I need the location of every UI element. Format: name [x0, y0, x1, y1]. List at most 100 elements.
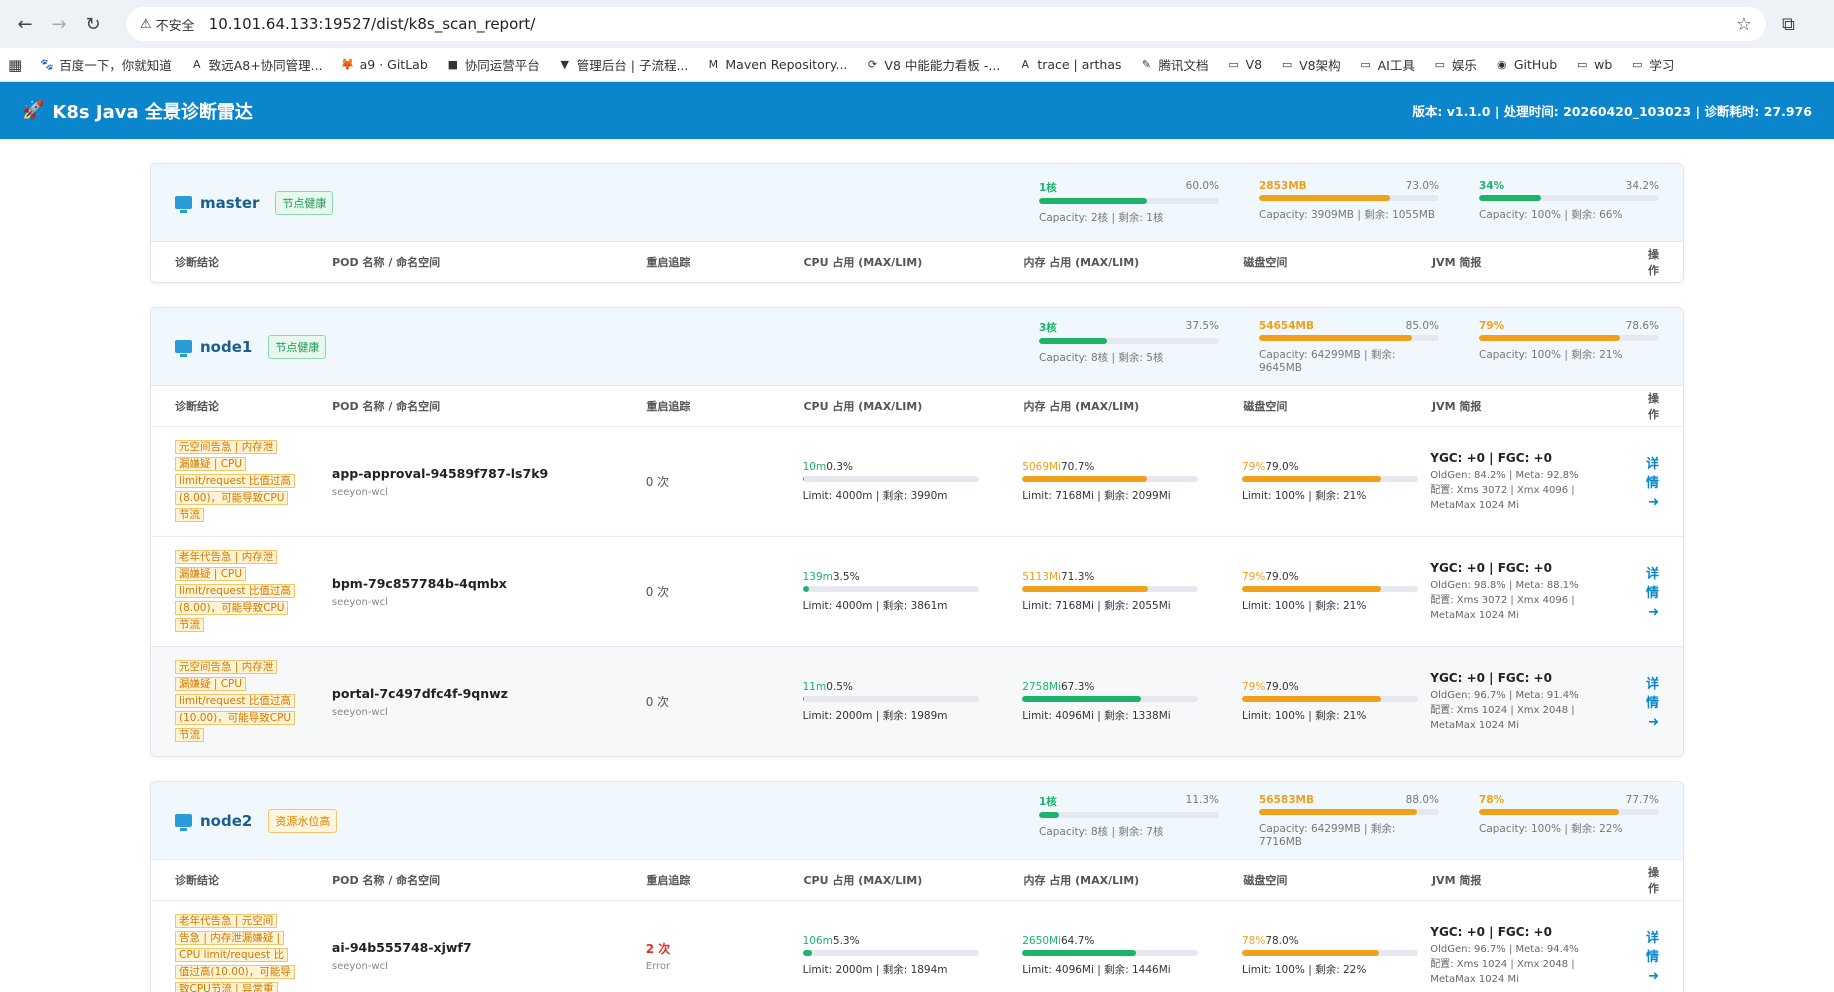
memory-cell: 2758Mi67.3% Limit: 4096Mi | 剩余: 1338Mi	[1022, 681, 1242, 723]
bookmark-item[interactable]: M Maven Repository...	[706, 57, 848, 72]
meter-percent: 71.3%	[1061, 570, 1095, 583]
column-header: 内存 占用 (MAX/LIM)	[1023, 874, 1140, 887]
diagnosis-line: 节流	[175, 727, 332, 744]
node-header: node1 节点健康 3核 37.5% Capacity: 8核 | 剩余: 5核 546…	[151, 308, 1683, 386]
meter-fill	[1259, 808, 1418, 815]
bookmark-item[interactable]: ⟳ V8 中能能力看板 -...	[865, 55, 1001, 74]
meter-bar	[1259, 334, 1439, 341]
diagnosis-line: 老年代告急 | 内存泄	[175, 549, 332, 566]
node-header: master 节点健康 1核 60.0% Capacity: 2核 | 剩余: 1核 28…	[151, 164, 1683, 242]
column-header: POD 名称 / 命名空间	[332, 256, 441, 269]
column-header: 诊断结论	[175, 400, 219, 413]
jvm-cell: YGC: +0 | FGC: +0 OldGen: 96.7% | Meta: 9…	[1430, 671, 1646, 733]
bookmark-icon: ▭	[1281, 58, 1293, 71]
detail-link[interactable]: 详情 ➜	[1646, 567, 1660, 620]
meter-caption: Limit: 4000m | 剩余: 3990m	[802, 489, 948, 502]
diagnosis-line: (8.00)，可能导致CPU	[175, 490, 332, 507]
column-header: CPU 占用 (MAX/LIM)	[803, 256, 923, 269]
diagnosis-text: 元空间告急 | 内存泄	[175, 440, 278, 454]
app-header: 🚀 K8s Java 全景诊断雷达 版本: v1.1.0 | 处理时间: 2026…	[0, 82, 1834, 139]
meter-percent: 70.7%	[1061, 460, 1095, 473]
apps-icon[interactable]: ▦	[8, 55, 23, 74]
column-header: CPU 占用 (MAX/LIM)	[803, 874, 923, 887]
meter-top: 139m3.5%	[803, 571, 979, 583]
reload-icon[interactable]: ↻	[85, 13, 101, 35]
column-header: 重启追踪	[646, 874, 691, 887]
meter-fill	[802, 585, 809, 592]
bookmark-item[interactable]: A 致远A8+协同管理...	[190, 55, 323, 74]
meter-percent: 79.0%	[1265, 680, 1299, 693]
meter-fill	[1479, 334, 1621, 341]
node-meters: 1核 60.0% Capacity: 2核 | 剩余: 1核 2853MB 73.0% C…	[1039, 180, 1659, 225]
security-indicator[interactable]: ⚠ 不安全	[140, 16, 195, 34]
bookmark-item[interactable]: ■ 协同运营平台	[446, 55, 540, 74]
meter-bar	[1022, 475, 1199, 482]
diagnosis-line: 老年代告急 | 元空间	[175, 913, 332, 930]
meter-caption: Capacity: 100% | 剩余: 66%	[1479, 209, 1623, 221]
pod-name: app-approval-94589f787-ls7k9	[331, 465, 549, 481]
diagnosis-line: 节流	[175, 617, 332, 634]
meter-caption: Limit: 4096Mi | 剩余: 1446Mi	[1022, 963, 1171, 976]
restart-count: 0 次	[645, 585, 670, 599]
bookmark-item[interactable]: 🦊 a9 · GitLab	[341, 57, 428, 72]
node-meters: 3核 37.5% Capacity: 8核 | 剩余: 5核 54654MB 85.0%…	[1039, 320, 1659, 374]
memory-cell: 5069Mi70.7% Limit: 7168Mi | 剩余: 2099Mi	[1022, 461, 1242, 503]
bookmark-item[interactable]: 🐾 百度一下，你就知道	[40, 55, 171, 74]
bookmark-item[interactable]: ▭ 学习	[1630, 55, 1674, 74]
bookmark-item[interactable]: ✎ 腾讯文档	[1140, 55, 1209, 74]
meter-caption: Capacity: 64299MB | 剩余: 7716MB	[1259, 822, 1396, 848]
jvm-oldgen: OldGen: 96.7% | Meta: 94.4%	[1430, 943, 1579, 955]
meter-value: 5069Mi	[1022, 460, 1061, 473]
computer-icon	[175, 196, 192, 213]
meter-bar	[802, 475, 979, 482]
meter-fill	[1039, 198, 1147, 204]
meter-fill	[802, 949, 812, 956]
meter-caption: Limit: 100% | 剩余: 21%	[1241, 489, 1367, 502]
extensions-icon[interactable]: ⧉	[1782, 13, 1795, 35]
meter-top: 2650Mi64.7%	[1022, 935, 1198, 947]
diagnosis-line: (10.00)，可能导致CPU	[175, 710, 332, 727]
pod-cell: bpm-79c857784b-4qmbx seeyon-wcl	[332, 576, 646, 608]
meter-fill	[1241, 585, 1381, 592]
bookmark-item[interactable]: ▭ AI工具	[1359, 55, 1414, 74]
back-icon[interactable]: ←	[17, 13, 33, 35]
detail-link[interactable]: 详情 ➜	[1646, 457, 1660, 510]
bookmark-item[interactable]: ▭ V8架构	[1280, 55, 1341, 74]
bookmark-star-icon[interactable]: ☆	[1735, 13, 1752, 35]
meter-bar	[1479, 808, 1659, 815]
jvm-gc: YGC: +0 | FGC: +0	[1430, 924, 1552, 939]
diagnosis-text: 元空间告急 | 内存泄	[175, 660, 278, 674]
detail-link[interactable]: 详情 ➜	[1646, 677, 1660, 730]
diagnosis-cell: 老年代告急 | 内存泄 漏嫌疑 | CPU limit/request 比值过高 (8…	[175, 549, 332, 634]
column-header: POD 名称 / 命名空间	[332, 400, 441, 413]
meter-value: 79%	[1241, 460, 1266, 473]
bookmark-item[interactable]: ▭ V8	[1227, 57, 1262, 72]
memory-meter: 2650Mi64.7% Limit: 4096Mi | 剩余: 1446Mi	[1022, 935, 1199, 977]
forward-icon[interactable]: →	[51, 13, 67, 35]
address-bar[interactable]: ⚠ 不安全 10.101.64.133:19527/dist/k8s_scan_r…	[126, 7, 1766, 41]
bookmark-label: V8 中能能力看板 -...	[884, 58, 1001, 73]
action-cell: 详情 ➜	[1646, 927, 1659, 984]
detail-link[interactable]: 详情 ➜	[1646, 931, 1660, 984]
bookmark-item[interactable]: ▭ wb	[1575, 57, 1612, 72]
meter-percent: 79.0%	[1265, 460, 1299, 473]
table-header: 诊断结论 POD 名称 / 命名空间 重启追踪 CPU 占用 (MAX/LIM) 内存 …	[151, 386, 1683, 426]
meter-value: 2853MB	[1259, 180, 1307, 192]
jvm-config: 配置: Xms 3072 | Xmx 4096 |	[1430, 484, 1575, 496]
bookmark-item[interactable]: ▭ 娱乐	[1433, 55, 1477, 74]
bookmark-item[interactable]: ◉ GitHub	[1495, 57, 1557, 72]
node-name: master 节点健康	[175, 190, 334, 215]
computer-icon	[175, 814, 192, 831]
meter-fill	[1241, 475, 1381, 482]
table-row: 元空间告急 | 内存泄 漏嫌疑 | CPU limit/request 比值过高 (1…	[151, 646, 1683, 756]
node-title: node2	[200, 811, 253, 830]
meter-fill	[1022, 949, 1137, 956]
app-title: 🚀 K8s Java 全景诊断雷达	[22, 100, 253, 123]
node-name: node2 资源水位高	[175, 808, 338, 833]
bookmark-item[interactable]: ▼ 管理后台 | 子流程...	[558, 55, 689, 74]
diagnosis-text: (8.00)，可能导致CPU	[175, 601, 289, 615]
meter-top: 5069Mi70.7%	[1022, 461, 1198, 473]
rocket-icon: 🚀	[22, 100, 45, 121]
disk-cell: 79%79.0% Limit: 100% | 剩余: 21%	[1241, 571, 1430, 613]
